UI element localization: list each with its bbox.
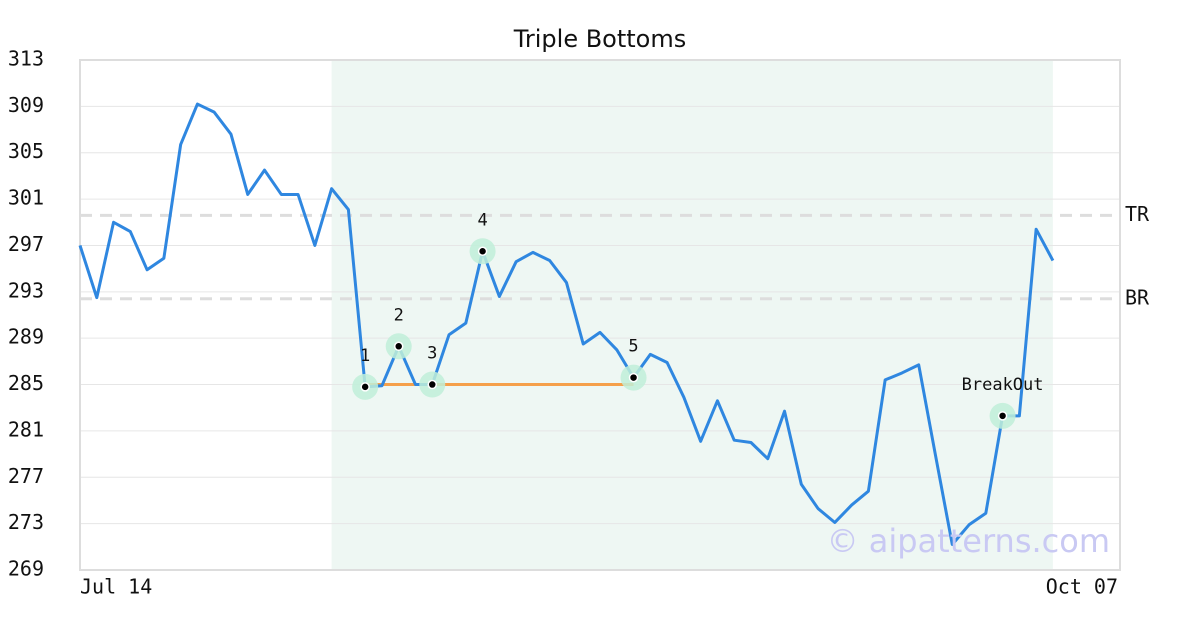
pattern-region [331,60,1053,570]
y-tick-label: 281 [8,417,44,441]
point-label: 4 [477,210,487,230]
y-tick-label: 313 [8,47,44,71]
point-dot [628,372,639,383]
y-tick-label: 285 [8,371,44,395]
point-label: 5 [628,337,638,357]
y-tick-label: 293 [8,278,44,302]
level-label: BR [1125,285,1150,309]
x-tick-label: Jul 14 [80,575,152,599]
point-dot [477,246,488,256]
y-tick-label: 273 [8,510,44,534]
point-label: 1 [360,346,370,366]
y-tick-label: 309 [8,93,44,117]
y-tick-label: 289 [8,325,44,349]
level-label: TR [1125,202,1150,226]
chart-title: Triple Bottoms [513,25,687,53]
point-label: 3 [427,344,437,364]
watermark: © aipatterns.com [827,522,1110,560]
point-label: 2 [394,305,404,325]
y-tick-label: 277 [8,464,44,488]
y-tick-label: 269 [8,557,44,581]
point-dot [427,379,438,390]
point-dot [360,382,370,392]
y-tick-label: 297 [8,232,44,256]
price-line [78,102,1055,546]
plot-border [79,59,1121,571]
y-tick-label: 305 [8,139,44,163]
y-tick-label: 301 [8,186,44,210]
x-tick-label: Oct 07 [1046,575,1118,599]
point-dot [393,341,404,352]
point-label: BreakOut [962,375,1044,395]
point-dot [997,411,1008,421]
